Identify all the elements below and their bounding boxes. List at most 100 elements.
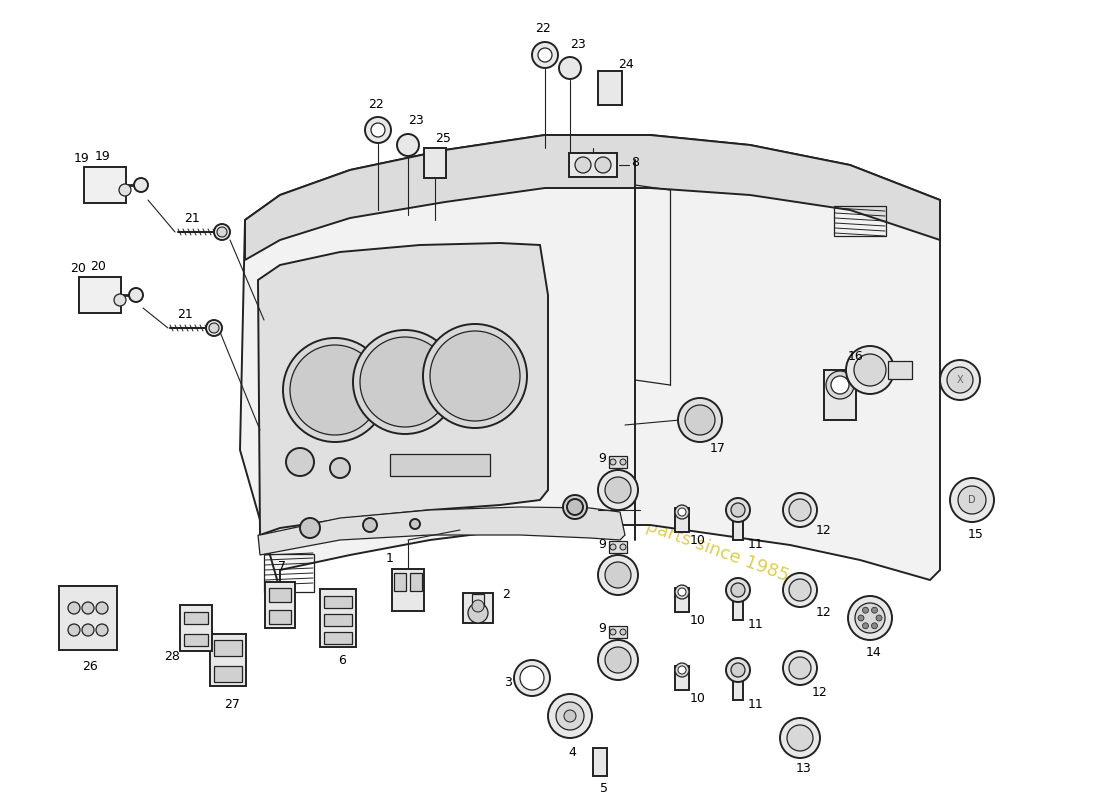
Text: 3: 3 (504, 675, 512, 689)
Circle shape (786, 725, 813, 751)
Circle shape (726, 658, 750, 682)
Circle shape (598, 470, 638, 510)
Bar (84, 167, 126, 203)
Text: 12: 12 (816, 523, 832, 537)
Circle shape (283, 338, 387, 442)
Circle shape (595, 157, 610, 173)
Circle shape (871, 607, 878, 614)
Text: 10: 10 (690, 691, 706, 705)
Circle shape (685, 405, 715, 435)
Text: 10: 10 (690, 614, 706, 626)
Circle shape (286, 448, 313, 476)
Bar (824, 370, 856, 420)
Circle shape (780, 718, 820, 758)
Circle shape (468, 603, 488, 623)
Circle shape (424, 324, 527, 428)
Text: 25: 25 (436, 133, 451, 146)
Circle shape (846, 346, 894, 394)
Circle shape (397, 134, 419, 156)
Text: 22: 22 (535, 22, 551, 35)
Text: 20: 20 (90, 261, 106, 274)
Bar (79, 277, 121, 313)
Circle shape (726, 578, 750, 602)
Bar (424, 148, 446, 178)
Bar (609, 626, 627, 638)
Circle shape (783, 651, 817, 685)
Polygon shape (258, 507, 625, 555)
Circle shape (82, 624, 94, 636)
Text: 21: 21 (184, 211, 200, 225)
Text: 12: 12 (812, 686, 828, 698)
Text: X: X (957, 375, 964, 385)
Circle shape (732, 663, 745, 677)
Bar (180, 605, 212, 651)
Text: 23: 23 (570, 38, 586, 50)
Circle shape (96, 624, 108, 636)
Bar (270, 610, 292, 624)
Circle shape (119, 184, 131, 196)
Circle shape (209, 323, 219, 333)
Circle shape (134, 178, 148, 192)
Text: 7: 7 (278, 561, 286, 574)
Bar (264, 554, 314, 592)
Text: D: D (968, 495, 976, 505)
Circle shape (300, 518, 320, 538)
Circle shape (214, 224, 230, 240)
Circle shape (789, 657, 811, 679)
Circle shape (410, 519, 420, 529)
Circle shape (675, 505, 689, 519)
Circle shape (605, 562, 631, 588)
Circle shape (610, 544, 616, 550)
Polygon shape (258, 243, 548, 535)
Circle shape (548, 694, 592, 738)
Circle shape (855, 603, 886, 633)
Text: 15: 15 (968, 527, 983, 541)
Bar (675, 588, 689, 612)
Polygon shape (245, 135, 940, 260)
Circle shape (68, 624, 80, 636)
Bar (675, 508, 689, 532)
Text: 5: 5 (600, 782, 608, 794)
Circle shape (678, 666, 686, 674)
Text: 24: 24 (618, 58, 634, 70)
Text: 19: 19 (74, 151, 90, 165)
Polygon shape (240, 135, 940, 590)
Bar (270, 588, 292, 602)
Text: 10: 10 (690, 534, 706, 546)
Circle shape (675, 585, 689, 599)
Text: 2: 2 (502, 587, 510, 601)
Circle shape (96, 602, 108, 614)
Text: 11: 11 (748, 618, 763, 631)
Circle shape (360, 337, 450, 427)
Text: 9: 9 (598, 451, 606, 465)
Circle shape (353, 330, 456, 434)
Bar (675, 666, 689, 690)
Bar (609, 541, 627, 553)
Circle shape (862, 607, 869, 614)
Circle shape (114, 294, 126, 306)
Circle shape (363, 518, 377, 532)
Text: 12: 12 (816, 606, 832, 618)
Bar (320, 589, 356, 647)
Circle shape (950, 478, 994, 522)
Circle shape (610, 629, 616, 635)
Circle shape (538, 48, 552, 62)
Circle shape (290, 345, 380, 435)
Bar (472, 594, 484, 606)
Bar (609, 456, 627, 468)
Circle shape (678, 588, 686, 596)
Bar (410, 573, 422, 591)
Circle shape (732, 503, 745, 517)
Circle shape (330, 458, 350, 478)
Circle shape (783, 573, 817, 607)
Bar (184, 634, 208, 646)
Text: 23: 23 (408, 114, 424, 127)
Bar (214, 666, 242, 682)
Circle shape (783, 493, 817, 527)
Circle shape (675, 663, 689, 677)
Bar (733, 510, 742, 540)
Bar (390, 454, 490, 476)
Circle shape (871, 622, 878, 629)
Text: 14: 14 (866, 646, 882, 659)
Bar (210, 634, 246, 686)
